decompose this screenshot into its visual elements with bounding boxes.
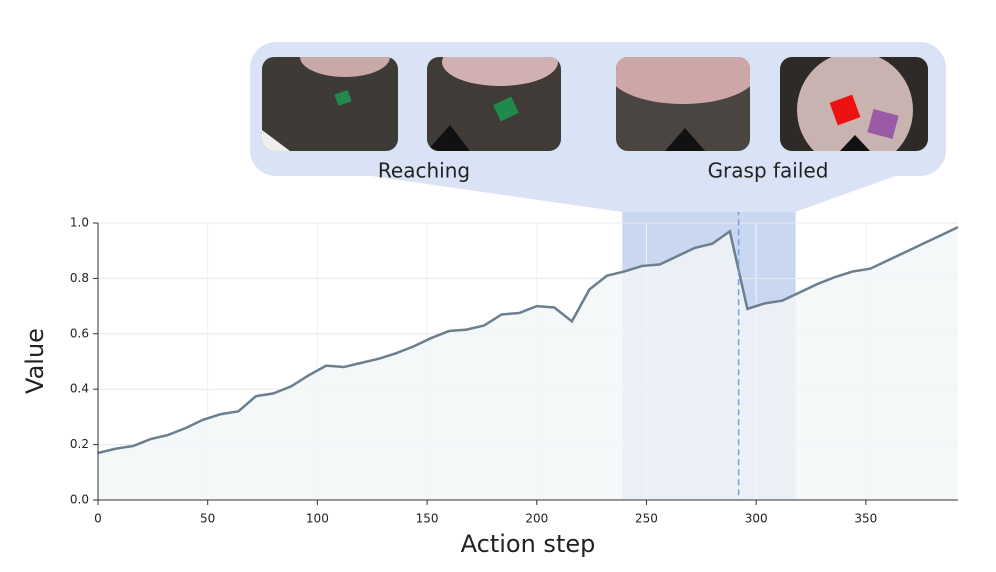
y-tick-label: 0.8 — [70, 271, 89, 285]
y-axis-label: Value — [21, 328, 49, 394]
line — [97, 226, 959, 455]
x-tick-label: 200 — [525, 512, 548, 526]
y-tick-label: 0.2 — [70, 437, 89, 451]
y-tick-label: 0.6 — [70, 326, 89, 340]
frame-image — [262, 57, 398, 151]
area — [98, 227, 958, 500]
x-tick-label: 350 — [854, 512, 877, 526]
frame-image — [616, 57, 750, 151]
annotation: Grasp failed — [708, 159, 829, 183]
x-tick-label: 300 — [745, 512, 768, 526]
x-axis-label: Action step — [461, 530, 596, 558]
x-tick-label: 150 — [416, 512, 439, 526]
frame-image — [780, 57, 928, 151]
x-tick-label: 0 — [94, 512, 102, 526]
y-tick-label: 0.0 — [70, 493, 89, 507]
y-tick-label: 1.0 — [70, 216, 89, 230]
y-tick-label: 0.4 — [70, 382, 89, 396]
x-tick-label: 100 — [306, 512, 329, 526]
x-tick-label: 250 — [635, 512, 658, 526]
frame-image — [427, 57, 561, 151]
x-tick-label: 50 — [200, 512, 215, 526]
callout: Reaching Grasp failed — [250, 42, 946, 212]
annotation: Reaching — [378, 159, 470, 183]
callout-box — [250, 42, 946, 176]
